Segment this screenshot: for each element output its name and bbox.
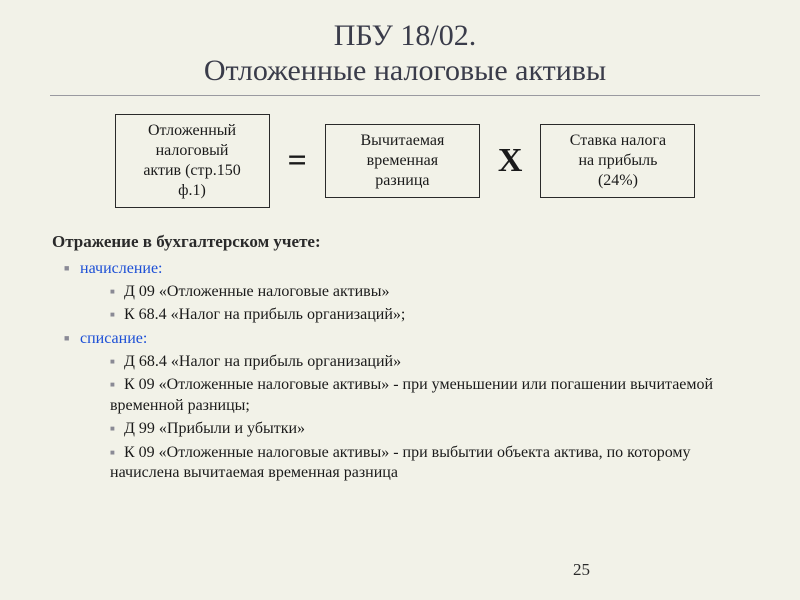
formula-box-3: Ставка налога на прибыль (24%) (540, 124, 695, 198)
box1-l2: налоговый (156, 142, 229, 159)
list-item: К 68.4 «Налог на прибыль организаций»; (110, 305, 760, 325)
box2-l3: разница (375, 172, 429, 189)
list-item: списание: Д 68.4 «Налог на прибыль орган… (64, 330, 760, 484)
item-writeoff: списание: (80, 330, 147, 347)
sublist: Д 68.4 «Налог на прибыль организаций» К … (110, 352, 760, 484)
formula-row: Отложенный налоговый актив (стр.150 ф.1)… (50, 114, 760, 208)
list-item: начисление: Д 09 «Отложенные налоговые а… (64, 260, 760, 326)
bullet-list: начисление: Д 09 «Отложенные налоговые а… (64, 260, 760, 484)
box1-l4: ф.1) (178, 182, 206, 199)
slide-title: ПБУ 18/02. Отложенные налоговые активы (50, 18, 760, 89)
multiply-operator: X (494, 142, 527, 180)
box3-l3: (24%) (598, 172, 638, 189)
title-underline (50, 95, 760, 96)
box2-l2: временная (367, 152, 438, 169)
box1-l3: актив (стр.150 (143, 162, 240, 179)
box2-l1: Вычитаемая (360, 132, 444, 149)
equals-operator: = (284, 142, 311, 180)
item-accrual: начисление: (80, 260, 163, 277)
list-item: Д 09 «Отложенные налоговые активы» (110, 282, 760, 302)
formula-box-2: Вычитаемая временная разница (325, 124, 480, 198)
page-number: 25 (573, 560, 590, 580)
title-line-2: Отложенные налоговые активы (204, 54, 606, 87)
box3-l2: на прибыль (578, 152, 657, 169)
list-item: Д 99 «Прибыли и убытки» (110, 419, 760, 439)
slide: ПБУ 18/02. Отложенные налоговые активы О… (0, 0, 800, 600)
section-label: Отражение в бухгалтерском учете: (52, 232, 760, 252)
list-item: К 09 «Отложенные налоговые активы» - при… (110, 443, 760, 484)
title-line-1: ПБУ 18/02. (334, 19, 476, 52)
box1-l1: Отложенный (148, 122, 236, 139)
sublist: Д 09 «Отложенные налоговые активы» К 68.… (110, 282, 760, 326)
list-item: Д 68.4 «Налог на прибыль организаций» (110, 352, 760, 372)
box3-l1: Ставка налога (570, 132, 666, 149)
list-item: К 09 «Отложенные налоговые активы» - при… (110, 375, 760, 416)
formula-box-1: Отложенный налоговый актив (стр.150 ф.1) (115, 114, 270, 208)
